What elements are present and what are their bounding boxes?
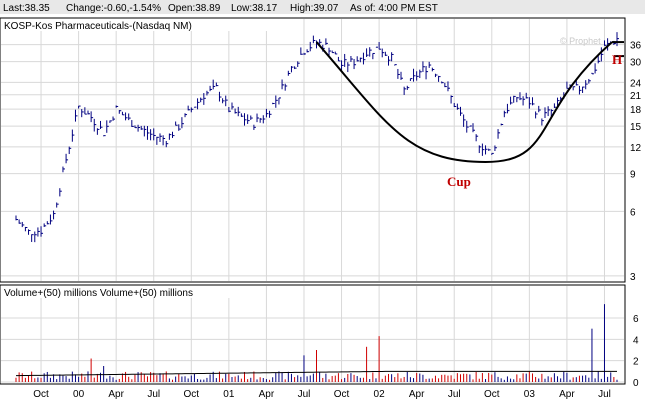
volume-panel-frame (0, 284, 626, 385)
date-tick-label: Apr (108, 389, 124, 400)
date-axis: Oct 00 Apr Jul Oct 01 Apr Jul Oct 02 Apr Jul Oct 03 Ap… (33, 389, 611, 400)
price-tick-label: 24 (630, 78, 642, 89)
price-tick-label: 3 (630, 272, 636, 283)
quote-change: Change:-0.60,-1.54% (66, 3, 161, 14)
price-tick-label: 6 (630, 207, 636, 218)
date-tick-label: Oct (484, 389, 500, 400)
volume-moving-average (15, 370, 617, 377)
date-tick-label: Apr (259, 389, 275, 400)
price-tick-label: 15 (630, 122, 642, 133)
date-tick-label: Apr (559, 389, 575, 400)
quote-high: High:39.07 (290, 3, 339, 14)
price-panel-title: KOSP-Kos Pharmaceuticals-(Nasdaq NM) (4, 21, 192, 32)
date-tick-label: Jul (147, 389, 160, 400)
price-tick-label: 36 (630, 41, 642, 52)
price-tick-label: 9 (630, 170, 636, 181)
quote-header-bar (0, 0, 645, 14)
volume-tick-label: 2 (633, 357, 639, 368)
date-tick-label: Oct (33, 389, 49, 400)
volume-bars (15, 304, 618, 382)
volume-tick-label: 4 (633, 335, 639, 346)
watermark: © Prophet (560, 36, 601, 46)
date-tick-label: Oct (334, 389, 350, 400)
quote-open: Open:38.89 (168, 3, 221, 14)
date-tick-label: 01 (223, 389, 235, 400)
quote-last: Last:38.35 (3, 3, 50, 14)
volume-tick-label: 6 (633, 314, 639, 325)
date-tick-label: 03 (524, 389, 536, 400)
volume-axis: 0 2 4 6 (633, 314, 639, 389)
cup-annotation: Cup (447, 174, 471, 189)
volume-title-bg (1, 286, 241, 298)
price-panel-frame (0, 17, 626, 283)
price-tick-label: 18 (630, 105, 642, 116)
volume-panel-title: Volume+(50) millions Volume+(50) million… (4, 288, 193, 299)
quote-low: Low:38.17 (231, 3, 278, 14)
date-tick-label: Apr (409, 389, 425, 400)
volume-grid (1, 286, 624, 383)
date-tick-label: Jul (298, 389, 311, 400)
date-tick-label: Jul (598, 389, 611, 400)
date-tick-label: Oct (184, 389, 200, 400)
quote-as-of: As of: 4:00 PM EST (350, 3, 438, 14)
price-tick-label: 21 (630, 91, 642, 102)
price-tick-label: 30 (630, 58, 642, 69)
date-tick-label: 00 (73, 389, 85, 400)
price-title-bg (1, 19, 301, 31)
cup-curve (315, 41, 613, 163)
price-tick-label: 12 (630, 143, 642, 154)
date-tick-label: 02 (374, 389, 386, 400)
handle-annotation: H (612, 52, 622, 67)
volume-tick-label: 0 (633, 378, 639, 389)
date-tick-label: Jul (448, 389, 461, 400)
